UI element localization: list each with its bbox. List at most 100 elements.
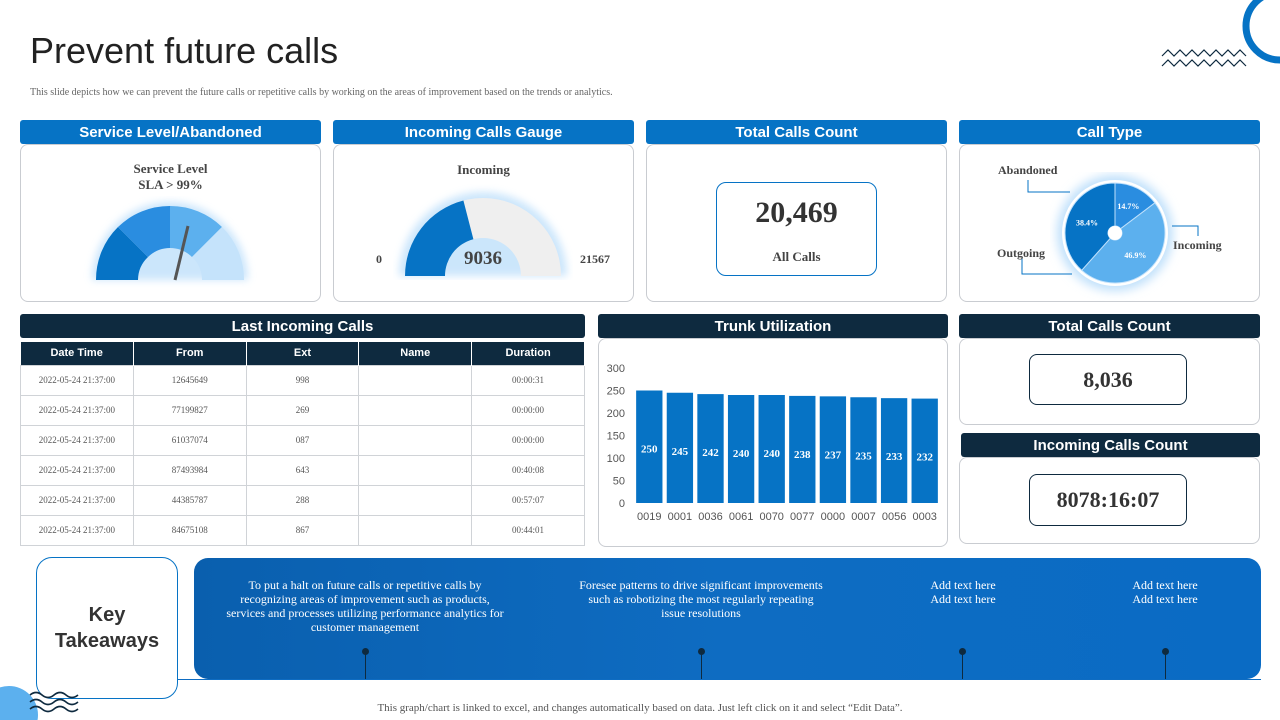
wave-decoration-icon <box>29 691 79 713</box>
cell-name <box>358 454 473 486</box>
cell-duration: 00:00:00 <box>471 394 585 426</box>
bar-0036 <box>697 394 724 503</box>
cell-duration: 00:57:07 <box>471 484 585 516</box>
bar-0077 <box>789 395 816 503</box>
column-header[interactable]: Ext <box>246 342 360 365</box>
cell-name <box>358 424 473 456</box>
x-tick-label: 0077 <box>790 511 814 523</box>
cell-from: 44385787 <box>132 484 247 516</box>
gauge-fill <box>405 200 474 276</box>
table-row[interactable]: 2022-05-24 21:37:00 87493984 643 00:40:0… <box>20 454 585 486</box>
cell-name <box>358 394 473 426</box>
table-row[interactable]: 2022-05-24 21:37:00 84675108 867 00:44:0… <box>20 514 585 546</box>
last-calls-table: Date Time From Ext Name Duration 2022-05… <box>20 342 585 546</box>
cell-datetime: 2022-05-24 21:37:00 <box>20 424 134 456</box>
gauge-needle <box>173 225 190 281</box>
bar-value-label: 237 <box>825 449 842 461</box>
x-tick-label: 0056 <box>882 511 906 523</box>
cell-datetime: 2022-05-24 21:37:00 <box>20 454 134 486</box>
incoming-gauge-min: 0 <box>376 252 382 266</box>
gauge-segment-dark <box>95 227 148 280</box>
incoming-count-header: Incoming Calls Count <box>961 433 1260 457</box>
y-tick-label: 0 <box>619 498 625 510</box>
bar-value-label: 238 <box>794 449 811 461</box>
x-tick-label: 0000 <box>821 511 845 523</box>
column-header[interactable]: From <box>133 342 247 365</box>
call-type-header: Call Type <box>959 120 1260 144</box>
bar-value-label: 240 <box>733 448 750 460</box>
cell-name <box>358 484 473 516</box>
takeaway-item-4: Add text here Add text here <box>1132 578 1198 606</box>
service-level-header: Service Level/Abandoned <box>20 120 321 144</box>
incoming-count-card <box>959 457 1260 544</box>
table-row[interactable]: 2022-05-24 21:37:00 77199827 269 00:00:0… <box>20 394 585 426</box>
y-tick-label: 200 <box>607 408 625 420</box>
column-header[interactable]: Name <box>358 342 473 365</box>
incoming-gauge-max: 21567 <box>580 252 610 266</box>
bar-0001 <box>666 392 694 503</box>
bar-value-label: 233 <box>886 451 903 463</box>
cell-from: 84675108 <box>132 514 247 546</box>
cell-duration: 00:44:01 <box>471 514 585 546</box>
last-calls-header: Last Incoming Calls <box>20 314 585 338</box>
call-type-incoming-label: Incoming <box>1173 238 1222 252</box>
bar-0019 <box>636 390 663 503</box>
page-title: Prevent future calls <box>30 30 339 71</box>
cell-ext: 643 <box>245 454 360 486</box>
x-tick-label: 0070 <box>759 511 783 523</box>
bar-value-label: 245 <box>672 446 689 458</box>
bar-value-label: 250 <box>641 444 658 456</box>
gauge-segment-mid <box>118 205 170 257</box>
pin-line <box>1165 652 1166 679</box>
bar-0000 <box>819 396 847 503</box>
zigzag-decoration-icon <box>1161 49 1247 67</box>
y-tick-label: 150 <box>607 431 625 443</box>
pin-dot <box>959 648 966 655</box>
call-type-abandoned-label: Abandoned <box>998 163 1058 177</box>
y-tick-label: 50 <box>613 476 625 488</box>
x-tick-label: 0036 <box>698 511 722 523</box>
incoming-gauge <box>399 192 567 276</box>
column-header[interactable]: Duration <box>471 342 585 365</box>
pin-line <box>701 652 702 679</box>
column-header[interactable]: Date Time <box>20 342 134 365</box>
cell-ext: 288 <box>245 484 360 516</box>
call-type-outgoing-label: Outgoing <box>997 246 1046 260</box>
cell-ext: 087 <box>245 424 360 456</box>
donut-slice-incoming <box>1080 202 1166 284</box>
trunk-utilization-chart: 0 50 100 150 200 250 300 250 0019 245 0001 242 0036 2… <box>607 363 938 523</box>
incoming-gauge-value: 9036 <box>464 248 502 269</box>
service-level-gauge <box>92 202 248 281</box>
cell-from: 87493984 <box>132 454 247 486</box>
takeaway-item-3: Add text here Add text here <box>930 578 996 606</box>
takeaway-item-2: Foresee patterns to drive significant im… <box>579 578 823 620</box>
cell-datetime: 2022-05-24 21:37:00 <box>20 484 134 516</box>
y-tick-label: 300 <box>607 363 625 375</box>
takeaway-item-1: To put a halt on future calls or repetit… <box>226 578 504 634</box>
cell-datetime: 2022-05-24 21:37:00 <box>20 364 134 396</box>
table-row[interactable]: 2022-05-24 21:37:00 61037074 087 00:00:0… <box>20 424 585 456</box>
cell-ext: 867 <box>245 514 360 546</box>
cell-duration: 00:40:08 <box>471 454 585 486</box>
total-calls-header: Total Calls Count <box>646 120 947 144</box>
cell-ext: 998 <box>245 364 360 396</box>
call-type-leaders <box>1021 180 1199 275</box>
table-row[interactable]: 2022-05-24 21:37:00 12645649 998 00:00:3… <box>20 364 585 396</box>
bar-0003 <box>911 398 938 503</box>
bar-value-label: 235 <box>855 450 872 462</box>
cell-datetime: 2022-05-24 21:37:00 <box>20 394 134 426</box>
pin-line <box>365 652 366 679</box>
footer-note: This graph/chart is linked to excel, and… <box>377 702 903 714</box>
x-tick-label: 0061 <box>729 511 753 523</box>
table-row[interactable]: 2022-05-24 21:37:00 44385787 288 00:57:0… <box>20 484 585 516</box>
bar-0056 <box>880 398 908 503</box>
total-calls-box <box>716 182 877 276</box>
pin-line <box>962 652 963 679</box>
pin-dot <box>698 648 705 655</box>
pin-dot <box>1162 648 1169 655</box>
takeaways-band <box>194 558 1261 679</box>
cell-name <box>358 364 473 396</box>
takeaways-baseline <box>178 679 1261 680</box>
cell-datetime: 2022-05-24 21:37:00 <box>20 514 134 546</box>
x-tick-label: 0003 <box>912 511 936 523</box>
